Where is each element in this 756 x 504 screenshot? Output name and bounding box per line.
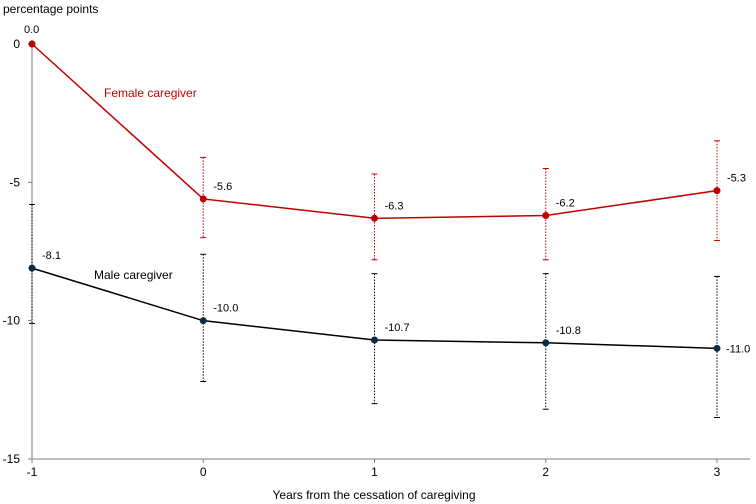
data-point — [199, 317, 207, 325]
y-tick-label: -5 — [9, 175, 20, 189]
data-label: -10.8 — [556, 325, 581, 337]
series-label-male: Male caregiver — [94, 268, 173, 282]
data-point — [542, 212, 550, 220]
data-label: -6.3 — [385, 200, 404, 212]
y-axis-ticks: 0 -5 -10 -15 — [3, 37, 32, 466]
series-labels: Female caregiver Male caregiver — [94, 86, 197, 282]
data-labels: 0.0 -5.6 -6.3 -6.2 -5.3 -8.1 -10.0 -10.7 -10.8 -1… — [24, 24, 750, 355]
data-point — [713, 187, 721, 195]
x-axis-ticks: -1 0 1 2 3 — [27, 459, 721, 479]
data-point — [28, 40, 36, 48]
error-bars — [29, 140, 720, 418]
data-point — [28, 264, 36, 272]
x-tick-label: -1 — [27, 465, 38, 479]
data-label: -6.2 — [556, 198, 575, 210]
data-label: -5.3 — [727, 173, 746, 185]
series-label-female: Female caregiver — [104, 86, 197, 100]
data-label: -10.7 — [385, 322, 410, 334]
x-tick-label: 3 — [714, 465, 721, 479]
x-axis-title: Years from the cessation of caregiving — [273, 488, 476, 502]
axes — [31, 40, 750, 460]
data-point — [542, 339, 550, 347]
data-label: -8.1 — [42, 250, 61, 262]
data-point — [713, 344, 721, 352]
data-label: -10.0 — [213, 303, 238, 315]
data-point — [371, 214, 378, 222]
data-point — [199, 195, 207, 203]
data-label: 0.0 — [24, 24, 39, 36]
y-tick-label: 0 — [13, 37, 20, 51]
data-points — [28, 40, 721, 352]
y-tick-label: -15 — [3, 452, 21, 466]
y-axis-title: percentage points — [3, 2, 98, 16]
x-tick-label: 0 — [200, 465, 207, 479]
data-label: -5.6 — [213, 181, 232, 193]
data-point — [371, 336, 378, 344]
y-tick-label: -10 — [3, 314, 21, 328]
x-tick-label: 1 — [371, 465, 378, 479]
x-tick-label: 2 — [542, 465, 549, 479]
data-label: -11.0 — [726, 343, 750, 355]
